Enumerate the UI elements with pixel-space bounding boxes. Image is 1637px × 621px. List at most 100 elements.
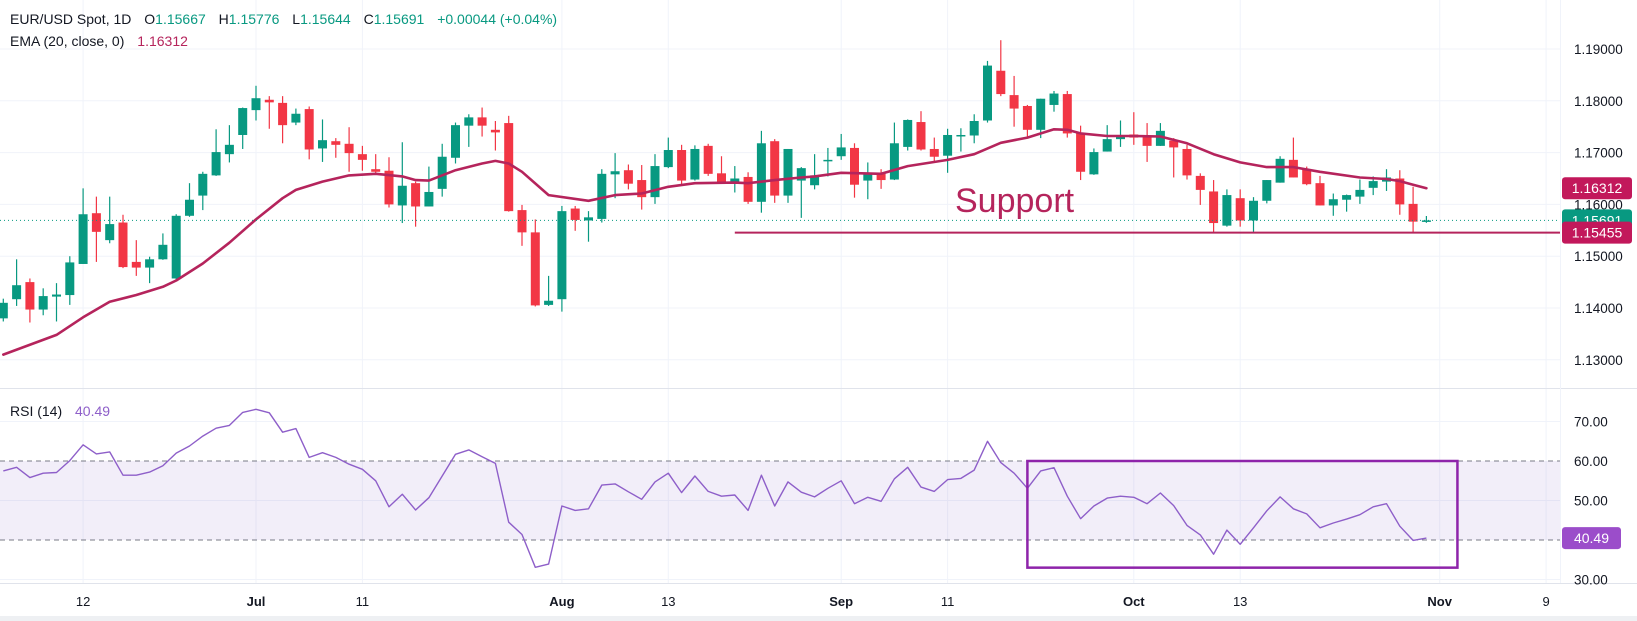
candle-down <box>1142 123 1152 162</box>
ema-legend-value: 1.16312 <box>137 33 188 49</box>
x-tick-label: 11 <box>941 594 955 609</box>
candle-down <box>929 137 939 162</box>
candle-up <box>12 259 22 306</box>
candle-body <box>584 217 593 221</box>
candle-up <box>690 145 700 181</box>
candle-body <box>1342 195 1352 200</box>
candle-body <box>371 169 381 172</box>
candle-up <box>836 133 846 160</box>
candle-down <box>1235 189 1245 227</box>
candle-body <box>1222 195 1232 226</box>
candle-body <box>291 113 301 123</box>
x-tick-label: Sep <box>829 594 853 609</box>
candle-down <box>1009 75 1019 127</box>
candle-body <box>544 300 554 305</box>
candle-up <box>238 107 248 149</box>
candle-body <box>1049 93 1059 105</box>
candle-down <box>517 204 527 246</box>
bottom-border <box>0 616 1637 621</box>
candle-up <box>1328 193 1338 216</box>
candle-up <box>557 205 567 312</box>
candle-body <box>451 125 460 158</box>
candle-down <box>743 172 753 204</box>
candle-body <box>1195 175 1205 190</box>
candle-down <box>1182 144 1192 180</box>
candle-down <box>1195 173 1205 205</box>
candle-body <box>464 117 474 126</box>
candle-up <box>1262 180 1272 204</box>
candle-body <box>1102 139 1112 152</box>
price-badge-text: 1.15455 <box>1572 225 1623 241</box>
candle-body <box>1249 200 1258 221</box>
price-badge <box>1562 221 1632 244</box>
candle-body <box>557 211 567 300</box>
candle-down <box>850 143 859 198</box>
price-badge-text: 1.16312 <box>1572 180 1623 196</box>
candle-down <box>637 165 647 210</box>
candle-up <box>1421 216 1431 223</box>
candle-up <box>823 147 833 177</box>
candle-up <box>397 142 407 224</box>
high-value: 1.15776 <box>228 11 280 27</box>
x-tick-label: Aug <box>549 594 574 609</box>
candle-down <box>91 196 101 262</box>
candle-up <box>437 143 447 197</box>
candle-up <box>65 256 75 305</box>
rsi-legend[interactable]: RSI (14) 40.49 <box>10 402 110 420</box>
candle-body <box>278 102 288 126</box>
candle-body <box>783 148 793 196</box>
candle-up <box>1155 123 1165 146</box>
candle-up <box>663 137 673 169</box>
candle-body <box>876 173 886 181</box>
candle-up <box>1102 125 1112 152</box>
symbol-title[interactable]: EUR/USD Spot, 1D <box>10 11 132 27</box>
candle-up <box>1222 189 1232 227</box>
support-label: Support <box>955 182 1075 220</box>
candle-up <box>1049 90 1059 112</box>
candle-body <box>251 98 261 111</box>
candle-up <box>145 256 155 284</box>
candle-up <box>610 153 620 199</box>
candle-body <box>1275 158 1285 183</box>
candle-up <box>424 166 434 207</box>
candle-body <box>171 215 181 279</box>
candle-body <box>344 143 354 154</box>
candle-body <box>810 175 820 186</box>
candle-up <box>730 166 740 193</box>
candle-up <box>158 233 168 260</box>
candle-up <box>105 196 115 244</box>
candle-down <box>1129 112 1139 145</box>
candle-body <box>1009 95 1019 109</box>
candle-body <box>477 117 487 126</box>
candle-body <box>12 285 22 300</box>
ema-legend-label: EMA (20, close, 0) <box>10 33 125 49</box>
candle-body <box>424 191 434 207</box>
candle-body <box>105 224 115 241</box>
candle-body <box>863 173 873 181</box>
candle-body <box>304 109 314 150</box>
candle-body <box>78 214 88 264</box>
candle-down <box>357 145 367 171</box>
candle-down <box>490 121 500 151</box>
candle-body <box>969 121 979 136</box>
candle-body <box>211 152 221 176</box>
candle-down <box>304 106 314 160</box>
candle-body <box>929 148 939 157</box>
symbol-legend: EUR/USD Spot, 1D O1.15667 H1.15776 L1.15… <box>10 10 557 28</box>
candle-up <box>1249 197 1258 234</box>
candle-down <box>770 139 780 203</box>
candle-body <box>717 173 726 183</box>
candle-down <box>264 96 274 129</box>
candle-body <box>1395 178 1405 205</box>
candle-body <box>889 143 899 180</box>
candle-body <box>637 180 647 198</box>
candle-body <box>756 143 766 202</box>
candle-body <box>730 178 740 183</box>
candle-up <box>584 211 593 242</box>
rsi-line <box>3 408 1427 568</box>
candle-down <box>623 164 633 190</box>
candle-down <box>331 138 341 158</box>
x-tick-label: 12 <box>76 594 90 609</box>
ema-legend[interactable]: EMA (20, close, 0) 1.16312 <box>10 32 188 50</box>
